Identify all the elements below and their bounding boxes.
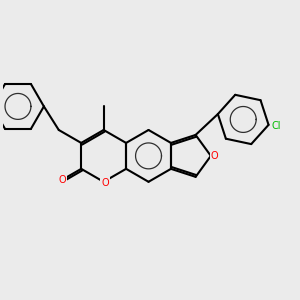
- Text: O: O: [58, 175, 66, 185]
- Text: Cl: Cl: [271, 122, 281, 131]
- Text: O: O: [101, 178, 109, 188]
- Text: O: O: [211, 151, 218, 161]
